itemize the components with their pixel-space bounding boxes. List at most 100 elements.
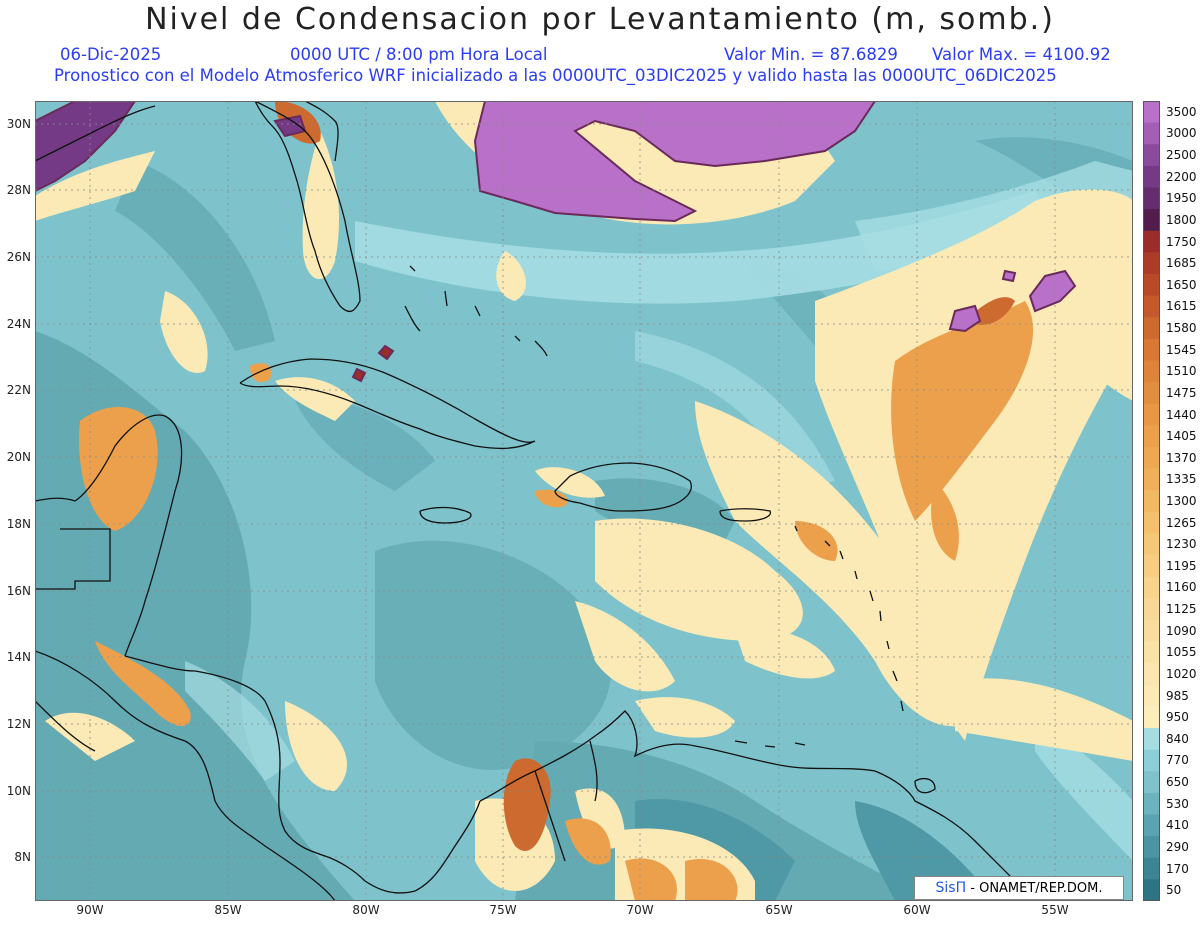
legend-swatch bbox=[1143, 814, 1160, 837]
legend-label: 1335 bbox=[1166, 472, 1197, 487]
lcl-map bbox=[35, 101, 1133, 901]
legend-swatch bbox=[1143, 511, 1160, 534]
legend-label: 1950 bbox=[1166, 191, 1197, 206]
legend-label: 1545 bbox=[1166, 342, 1197, 357]
legend-swatch bbox=[1143, 144, 1160, 167]
legend-swatch bbox=[1143, 122, 1160, 145]
lat-tick-label: 18N bbox=[6, 517, 31, 531]
map-title: Nivel de Condensacion por Levantamiento … bbox=[145, 2, 1055, 37]
lat-tick-label: 10N bbox=[6, 784, 31, 798]
legend-swatch bbox=[1143, 273, 1160, 297]
legend-label: 1750 bbox=[1166, 234, 1197, 249]
lon-tick-label: 70W bbox=[626, 903, 654, 917]
legend-swatch bbox=[1143, 317, 1160, 340]
lat-tick-label: 22N bbox=[6, 383, 31, 397]
legend-swatch bbox=[1143, 836, 1160, 859]
legend-label: 1160 bbox=[1166, 580, 1197, 595]
legend-swatch bbox=[1143, 382, 1160, 405]
lat-lon-grid bbox=[35, 101, 1133, 901]
legend-swatch bbox=[1143, 252, 1160, 275]
legend-swatch bbox=[1143, 187, 1160, 210]
legend-swatch bbox=[1143, 165, 1160, 188]
lon-tick-label: 55W bbox=[1041, 903, 1069, 917]
max-value: Valor Max. = 4100.92 bbox=[932, 45, 1111, 64]
map-frame bbox=[35, 101, 1133, 901]
lon-tick-label: 85W bbox=[214, 903, 242, 917]
legend-swatch bbox=[1143, 879, 1160, 901]
legend-swatch bbox=[1143, 598, 1160, 621]
lat-tick-label: 16N bbox=[6, 584, 31, 598]
legend-swatch bbox=[1143, 663, 1160, 686]
lat-tick-label: 20N bbox=[6, 450, 31, 464]
lat-tick-label: 26N bbox=[6, 250, 31, 264]
legend-label: 2200 bbox=[1166, 169, 1197, 184]
legend-label: 1370 bbox=[1166, 450, 1197, 465]
legend-swatch bbox=[1143, 468, 1160, 491]
legend-swatch bbox=[1143, 749, 1160, 772]
forecast-date: 06-Dic-2025 bbox=[60, 45, 162, 64]
lat-tick-label: 8N bbox=[14, 850, 31, 864]
min-value: Valor Min. = 87.6829 bbox=[724, 45, 898, 64]
legend-label: 1580 bbox=[1166, 321, 1197, 336]
lon-tick-label: 90W bbox=[76, 903, 104, 917]
legend-label: 170 bbox=[1166, 861, 1189, 876]
legend-label: 290 bbox=[1166, 839, 1189, 854]
lat-tick-label: 14N bbox=[6, 650, 31, 664]
legend-label: 3000 bbox=[1166, 126, 1197, 141]
lon-tick-label: 60W bbox=[903, 903, 931, 917]
legend-label: 1300 bbox=[1166, 494, 1197, 508]
legend-label: 1510 bbox=[1166, 364, 1197, 379]
legend-label: 770 bbox=[1166, 753, 1189, 768]
legend-label: 530 bbox=[1166, 796, 1189, 811]
legend-label: 1055 bbox=[1166, 645, 1197, 660]
legend-swatch bbox=[1143, 728, 1160, 751]
legend-label: 1405 bbox=[1166, 429, 1197, 444]
legend-label: 1125 bbox=[1166, 602, 1197, 617]
coastlines bbox=[35, 101, 1036, 901]
legend-swatch bbox=[1143, 209, 1160, 232]
legend-swatch bbox=[1143, 619, 1160, 643]
legend-swatch bbox=[1143, 857, 1160, 880]
legend-swatch bbox=[1143, 101, 1160, 124]
legend-label: 1195 bbox=[1166, 558, 1197, 573]
lat-tick-label: 24N bbox=[6, 317, 31, 331]
lat-tick-label: 30N bbox=[6, 117, 31, 131]
legend-label: 1440 bbox=[1166, 407, 1197, 422]
legend-label: 1475 bbox=[1166, 385, 1197, 400]
legend-label: 840 bbox=[1166, 731, 1189, 746]
legend-label: 3500 bbox=[1166, 104, 1197, 119]
legend-swatch bbox=[1143, 555, 1160, 578]
model-info: Pronostico con el Modelo Atmosferico WRF… bbox=[54, 66, 1057, 85]
legend-swatch bbox=[1143, 641, 1160, 664]
legend-swatch bbox=[1143, 684, 1160, 707]
lon-tick-label: 80W bbox=[352, 903, 380, 917]
legend-swatch bbox=[1143, 792, 1160, 816]
legend-label: 1650 bbox=[1166, 277, 1197, 292]
legend-label: 985 bbox=[1166, 688, 1189, 703]
legend-label: 50 bbox=[1166, 883, 1182, 898]
legend-label: 1230 bbox=[1166, 537, 1197, 552]
legend-label: 950 bbox=[1166, 710, 1189, 725]
legend-label: 1685 bbox=[1166, 256, 1197, 271]
legend-label: 1090 bbox=[1166, 623, 1197, 638]
legend-label: 1800 bbox=[1166, 212, 1197, 227]
credit-box: SisΠ - ONAMET/REP.DOM. bbox=[914, 876, 1124, 900]
high-lcl-shading bbox=[79, 101, 1034, 901]
legend-swatch bbox=[1143, 295, 1160, 318]
credit-brand: SisΠ bbox=[935, 880, 967, 896]
legend-label: 2500 bbox=[1166, 148, 1197, 163]
legend-label: 410 bbox=[1166, 818, 1189, 833]
color-legend bbox=[1143, 101, 1160, 901]
legend-swatch bbox=[1143, 360, 1160, 383]
legend-label: 1020 bbox=[1166, 666, 1197, 681]
lat-tick-label: 12N bbox=[6, 717, 31, 731]
legend-swatch bbox=[1143, 771, 1160, 794]
legend-swatch bbox=[1143, 230, 1160, 253]
legend-label: 650 bbox=[1166, 775, 1189, 790]
lon-tick-label: 75W bbox=[489, 903, 517, 917]
forecast-time: 0000 UTC / 8:00 pm Hora Local bbox=[290, 45, 548, 64]
legend-swatch bbox=[1143, 490, 1160, 513]
legend-swatch bbox=[1143, 533, 1160, 556]
legend-swatch bbox=[1143, 403, 1160, 426]
lon-tick-label: 65W bbox=[765, 903, 793, 917]
